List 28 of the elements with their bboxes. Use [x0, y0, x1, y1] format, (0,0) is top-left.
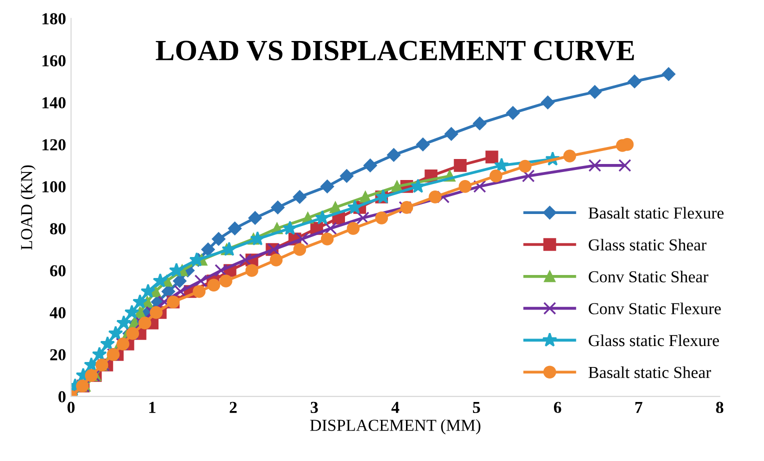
x-tick-label: 1 [149, 402, 156, 413]
x-axis-title: DISPLACEMENT (MM) [310, 419, 480, 434]
y-tick-label: 60 [50, 265, 66, 276]
x-tick-label: 0 [68, 402, 75, 414]
y-tick-label: 100 [42, 181, 66, 192]
x-tick-label: 7 [635, 402, 642, 413]
y-tick-label: 160 [42, 55, 66, 66]
legend-label: Basalt static Flexure [588, 206, 724, 219]
legend-label: Conv Static Shear [588, 270, 708, 282]
text: LOAD VS DISPLACEMENT CURVE [156, 40, 634, 61]
legend-label: Glass static Flexure [588, 334, 719, 346]
x-tick-label: 2 [230, 402, 237, 413]
legend-label: Basalt static Shear [588, 366, 712, 378]
legend-label: Glass static Shear [588, 238, 706, 251]
legend-label: Conv Static Flexure [588, 302, 721, 314]
y-axis-title: LOAD (KN) [20, 165, 36, 250]
y-tick-label: 120 [42, 139, 66, 150]
x-tick-label: 8 [716, 402, 724, 414]
x-tick-label: 6 [554, 402, 562, 414]
y-tick-label: 20 [50, 349, 66, 360]
y-tick-label: 140 [42, 97, 66, 108]
y-tick-label: 80 [50, 223, 66, 234]
y-tick-label: 180 [42, 13, 66, 24]
y-tick-label: 40 [50, 307, 66, 318]
y-tick-label: 0 [58, 391, 66, 402]
x-tick-label: 4 [391, 402, 400, 413]
x-tick-label: 3 [310, 402, 318, 414]
x-tick-label: 5 [472, 402, 480, 414]
